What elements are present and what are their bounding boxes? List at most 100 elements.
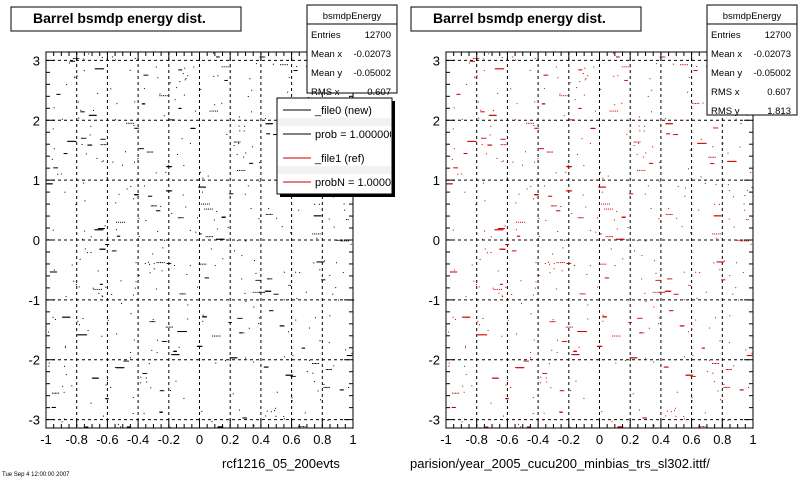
data-point xyxy=(498,292,500,294)
data-point xyxy=(143,372,145,374)
data-point xyxy=(159,210,161,212)
data-point xyxy=(244,125,246,127)
data-point xyxy=(585,206,587,208)
data-point xyxy=(477,334,479,336)
data-point xyxy=(519,235,521,237)
data-point xyxy=(649,162,651,164)
data-point xyxy=(236,141,238,143)
data-point xyxy=(527,122,529,124)
data-point xyxy=(92,109,94,111)
data-point xyxy=(669,290,672,292)
data-point xyxy=(227,226,229,228)
data-point xyxy=(491,114,494,116)
data-point xyxy=(565,340,567,342)
data-point xyxy=(203,203,205,205)
data-point xyxy=(614,104,616,106)
data-point xyxy=(187,318,189,320)
data-point xyxy=(739,239,741,241)
data-point xyxy=(635,357,637,359)
data-point xyxy=(56,167,58,169)
data-point xyxy=(721,279,723,281)
data-point xyxy=(116,221,118,223)
data-point xyxy=(213,219,215,221)
data-point xyxy=(569,263,571,265)
data-point xyxy=(496,157,498,159)
data-point xyxy=(734,160,736,162)
data-point xyxy=(317,215,319,217)
data-point xyxy=(234,357,237,359)
data-point xyxy=(733,160,735,162)
data-point xyxy=(255,272,257,274)
data-point xyxy=(63,391,65,393)
data-point xyxy=(269,278,271,280)
data-point xyxy=(270,310,272,312)
data-point xyxy=(250,162,252,164)
data-point xyxy=(495,288,497,290)
data-point xyxy=(204,208,206,210)
data-point xyxy=(347,240,349,242)
data-point xyxy=(134,58,136,60)
data-point xyxy=(553,268,555,270)
data-point xyxy=(733,365,735,367)
data-point xyxy=(538,217,540,219)
data-point xyxy=(115,202,117,204)
data-point xyxy=(554,205,556,207)
data-point xyxy=(98,292,100,294)
data-point xyxy=(236,357,238,359)
data-point xyxy=(337,239,339,241)
stats-label: Mean x xyxy=(711,49,742,60)
data-point xyxy=(106,144,108,146)
data-point xyxy=(314,215,316,217)
data-point xyxy=(239,332,241,334)
data-point xyxy=(53,392,55,394)
data-point xyxy=(170,166,173,168)
data-point xyxy=(507,244,509,246)
data-point xyxy=(230,321,232,323)
data-point xyxy=(99,288,101,290)
data-point xyxy=(259,162,261,164)
data-point xyxy=(271,213,273,215)
data-point xyxy=(653,260,655,262)
data-point xyxy=(107,319,109,321)
data-point xyxy=(545,74,547,76)
data-point xyxy=(518,423,520,425)
data-point xyxy=(497,377,499,379)
data-point xyxy=(314,317,316,319)
data-point xyxy=(659,162,661,164)
data-point xyxy=(561,95,563,97)
data-point xyxy=(644,169,646,171)
data-point xyxy=(74,77,76,79)
data-point xyxy=(266,123,268,125)
data-point xyxy=(347,219,349,221)
data-point xyxy=(266,123,269,125)
data-point xyxy=(268,123,270,125)
data-point xyxy=(616,56,618,58)
data-point xyxy=(68,62,70,64)
data-point xyxy=(84,334,87,336)
data-point xyxy=(473,140,475,142)
data-point xyxy=(126,122,128,124)
data-point xyxy=(499,68,501,70)
data-point xyxy=(319,340,321,342)
data-point xyxy=(659,291,661,293)
data-point xyxy=(179,293,181,295)
data-point xyxy=(742,389,744,391)
data-point xyxy=(632,357,634,359)
data-point xyxy=(636,240,638,242)
data-point xyxy=(651,89,653,91)
data-point xyxy=(567,326,569,328)
data-point xyxy=(161,270,163,272)
data-point xyxy=(172,354,175,356)
data-point xyxy=(649,78,651,80)
data-point xyxy=(120,221,122,223)
data-point xyxy=(579,107,581,109)
stats-label: Entries xyxy=(711,30,741,41)
data-point xyxy=(283,418,285,420)
data-point xyxy=(62,316,64,318)
data-point xyxy=(170,263,172,265)
data-point xyxy=(218,238,220,240)
data-point xyxy=(232,193,234,195)
data-point xyxy=(659,181,661,183)
data-point xyxy=(238,169,240,171)
